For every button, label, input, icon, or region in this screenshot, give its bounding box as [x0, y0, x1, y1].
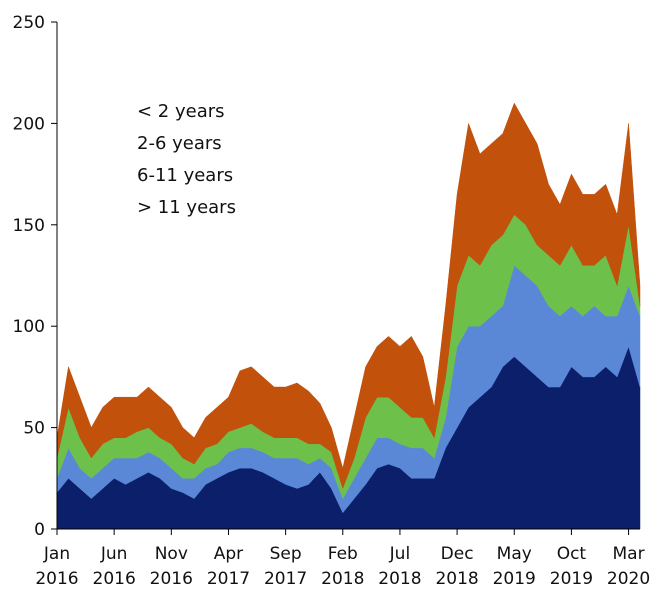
x-tick-label: 2016 [93, 569, 136, 589]
x-tick-label: Oct [557, 544, 587, 564]
x-tick-label: Nov [155, 544, 188, 564]
x-tick-label: Feb [328, 544, 358, 564]
x-tick-label: Jul [389, 544, 411, 564]
legend-label: < 2 years [137, 101, 225, 122]
legend-label: 6-11 years [137, 165, 233, 186]
x-tick-label: Sep [270, 544, 302, 564]
x-tick-label: Jan [43, 544, 70, 564]
x-tick-label: 2020 [607, 569, 650, 589]
x-tick-label: Apr [214, 544, 243, 564]
x-tick-label: 2019 [493, 569, 536, 589]
y-tick-label: 150 [13, 216, 45, 236]
y-tick-label: 0 [34, 520, 45, 540]
x-tick-label: Jun [100, 544, 128, 564]
x-tick-label: 2017 [264, 569, 307, 589]
x-tick-label: May [497, 544, 532, 564]
area [56, 102, 641, 490]
x-tick-label: 2018 [378, 569, 421, 589]
x-tick-label: 2019 [550, 569, 593, 589]
y-tick-label: 250 [13, 13, 45, 33]
x-tick-label: 2018 [435, 569, 478, 589]
x-tick-label: 2016 [35, 569, 78, 589]
legend-label: 2-6 years [137, 133, 222, 154]
x-tick-label: Mar [613, 544, 645, 564]
x-tick-label: Dec [441, 544, 474, 564]
x-tick-label: 2016 [150, 569, 193, 589]
x-tick-label: 2017 [207, 569, 250, 589]
legend-label: > 11 years [137, 197, 236, 218]
x-tick-label: 2018 [321, 569, 364, 589]
y-tick-label: 100 [13, 317, 45, 337]
y-tick-label: 50 [23, 419, 45, 439]
y-tick-label: 200 [13, 114, 45, 134]
